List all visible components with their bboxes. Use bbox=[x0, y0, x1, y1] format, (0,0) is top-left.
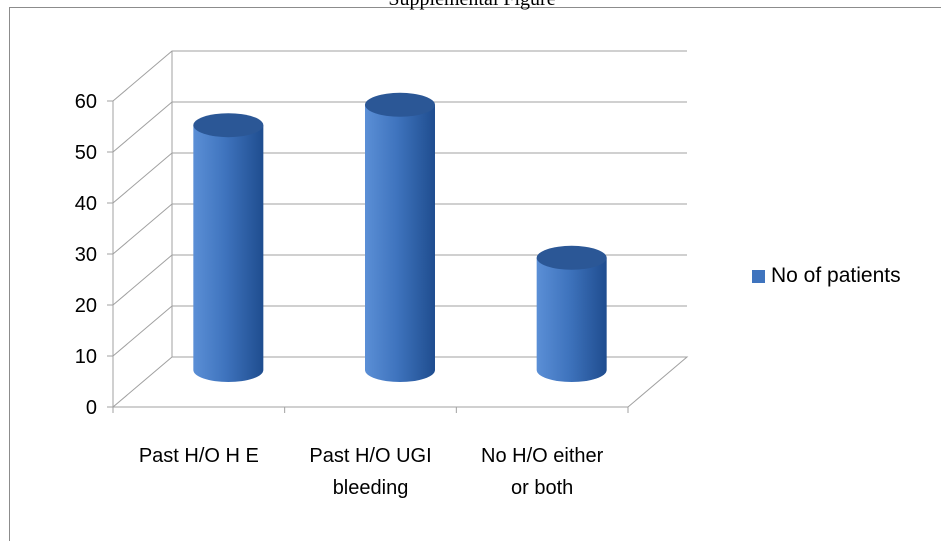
y-tick-label: 50 bbox=[75, 142, 97, 164]
bar-top bbox=[365, 92, 435, 117]
x-category-label: No H/O either or both bbox=[481, 445, 604, 499]
x-category-line: No H/O either bbox=[481, 445, 604, 467]
legend-swatch bbox=[752, 269, 765, 283]
y-tick-label: 10 bbox=[75, 346, 97, 368]
bar bbox=[536, 245, 607, 382]
y-tick-labels: 0 10 20 30 40 50 60 bbox=[75, 91, 97, 419]
bar bbox=[193, 113, 264, 382]
x-category-labels: Past H/O H E Past H/O UGI bleeding No H/O e… bbox=[139, 445, 604, 499]
y-tick-label: 40 bbox=[75, 193, 97, 215]
axes bbox=[107, 51, 689, 413]
bar bbox=[365, 92, 435, 383]
legend: No of patients bbox=[752, 264, 901, 288]
x-category-label: Past H/O H E bbox=[139, 445, 259, 467]
x-category-label: Past H/O UGI bleeding bbox=[309, 445, 431, 499]
x-category-line: Past H/O H E bbox=[139, 445, 259, 467]
x-category-line: Past H/O UGI bbox=[309, 445, 431, 467]
bar-top bbox=[536, 245, 607, 270]
y-tick-label: 60 bbox=[75, 91, 97, 113]
x-category-line: bleeding bbox=[333, 477, 409, 499]
legend-label: No of patients bbox=[771, 264, 901, 287]
y-tick-label: 20 bbox=[75, 295, 97, 317]
bar-top bbox=[193, 113, 264, 138]
bar-body bbox=[365, 104, 435, 383]
y-tick-label: 30 bbox=[75, 244, 97, 266]
bar-body bbox=[193, 125, 264, 382]
bar-body bbox=[536, 257, 607, 382]
y-tick-label: 0 bbox=[86, 397, 97, 419]
x-category-line: or both bbox=[511, 477, 573, 499]
chart-frame bbox=[9, 7, 941, 541]
page-heading: Supplemental Figure bbox=[0, 0, 944, 11]
bars bbox=[193, 92, 607, 383]
